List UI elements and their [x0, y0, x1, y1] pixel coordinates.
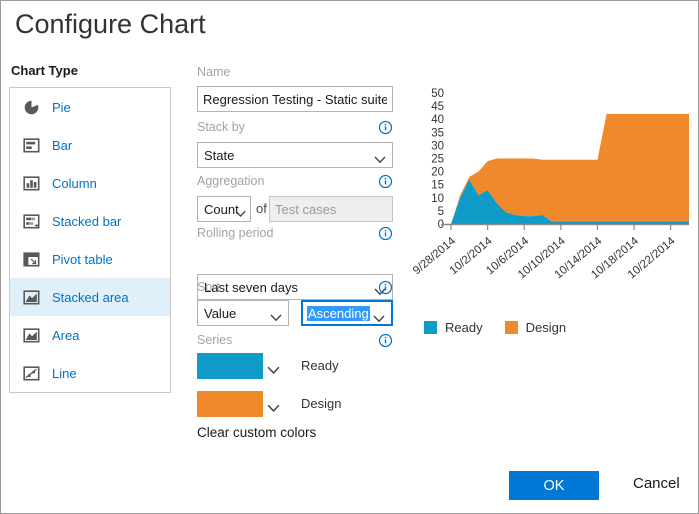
stack-by-label-row: Stack by [197, 120, 393, 136]
chart-preview: 051015202530354045509/28/201410/2/201410… [411, 88, 689, 281]
pivot-table-icon [23, 251, 40, 268]
chart-type-item-stacked-bar[interactable]: Stacked bar [10, 202, 170, 240]
stacked-area-icon [23, 289, 40, 306]
chart-type-item-stacked-area[interactable]: Stacked area [10, 278, 170, 316]
clear-custom-colors-link[interactable]: Clear custom colors [197, 425, 317, 440]
aggregation-label: Aggregation [197, 174, 265, 188]
aggregation-label-row: Aggregation [197, 174, 393, 190]
stack-by-select[interactable]: State [197, 142, 393, 168]
aggregation-select[interactable]: Count [197, 196, 251, 222]
chart-type-label: Pie [52, 99, 71, 115]
area-icon [23, 327, 40, 344]
sort-label-row: Sort [197, 280, 393, 296]
svg-text:35: 35 [431, 127, 444, 139]
pie-icon [23, 99, 40, 116]
series-name-label: Ready [301, 358, 339, 373]
sort-direction-select[interactable]: Ascending [301, 300, 393, 326]
series-label-row: Series [197, 333, 393, 349]
chevron-down-icon [374, 152, 386, 167]
dialog-title: Configure Chart [15, 9, 206, 39]
legend-item-ready: Ready [424, 320, 483, 335]
svg-text:45: 45 [431, 101, 444, 113]
legend-swatch-design [504, 321, 518, 334]
chart-type-item-pivot-table[interactable]: Pivot table [10, 240, 170, 278]
info-icon[interactable] [378, 120, 393, 135]
rolling-period-label-row: Rolling period [197, 226, 393, 242]
ok-button[interactable]: OK [509, 471, 599, 500]
name-label: Name [197, 65, 231, 79]
aggregation-value: Count [204, 201, 239, 217]
chevron-down-icon [270, 310, 282, 325]
chart-type-label: Stacked area [52, 289, 129, 305]
sort-field-select[interactable]: Value [197, 300, 289, 326]
name-input[interactable] [197, 86, 393, 112]
rolling-period-value: Last seven days [204, 279, 298, 295]
chevron-down-icon [374, 284, 386, 299]
svg-text:15: 15 [431, 180, 444, 192]
chevron-down-icon[interactable] [267, 362, 280, 380]
legend-label: Ready [445, 320, 483, 335]
stack-by-label: Stack by [197, 120, 245, 134]
chart-type-label: Pivot table [52, 251, 113, 267]
svg-text:25: 25 [431, 154, 444, 166]
svg-text:5: 5 [438, 206, 444, 218]
line-icon [23, 365, 40, 382]
svg-text:0: 0 [438, 219, 444, 231]
svg-text:20: 20 [431, 167, 444, 179]
series-color-swatch[interactable] [197, 391, 263, 417]
aggregation-field-input [269, 196, 393, 222]
info-icon[interactable] [378, 226, 393, 241]
info-icon[interactable] [378, 280, 393, 295]
legend-label: Design [525, 320, 567, 335]
chevron-down-icon [373, 311, 385, 326]
chart-type-item-bar[interactable]: Bar [10, 126, 170, 164]
info-icon[interactable] [378, 333, 393, 348]
rolling-period-select[interactable]: Last seven days [197, 274, 393, 300]
chart-type-label: Line [52, 365, 77, 381]
legend-item-design: Design [504, 320, 567, 335]
chart-type-item-pie[interactable]: Pie [10, 88, 170, 126]
info-icon[interactable] [378, 174, 393, 189]
chart-type-item-column[interactable]: Column [10, 164, 170, 202]
svg-text:10: 10 [431, 193, 444, 205]
legend-swatch-ready [424, 321, 437, 334]
chart-type-item-area[interactable]: Area [10, 316, 170, 354]
sort-label: Sort [197, 280, 220, 294]
svg-text:30: 30 [431, 140, 444, 152]
chevron-down-icon [235, 206, 246, 221]
column-icon [23, 175, 40, 192]
series-label: Series [197, 333, 233, 347]
series-color-swatch[interactable] [197, 353, 263, 379]
svg-text:40: 40 [431, 114, 444, 126]
chart-type-item-line[interactable]: Line [10, 354, 170, 392]
svg-text:50: 50 [431, 88, 444, 100]
series-row-ready: Ready [197, 353, 393, 381]
chart-legend: Ready Design [424, 320, 566, 335]
aggregation-of-label: of [256, 201, 267, 216]
chart-type-list: Pie Bar Column Stacked bar Pivot table S… [9, 87, 171, 393]
sort-field-value: Value [204, 305, 237, 321]
chart-type-label: Stacked bar [52, 213, 122, 229]
chart-type-label: Bar [52, 137, 73, 153]
rolling-period-label: Rolling period [197, 226, 274, 240]
stacked-bar-icon [23, 213, 40, 230]
cancel-button[interactable]: Cancel [627, 474, 686, 493]
chart-type-label: Column [52, 175, 97, 191]
chevron-down-icon[interactable] [267, 400, 280, 418]
series-name-label: Design [301, 396, 342, 411]
series-row-design: Design [197, 391, 393, 419]
stack-by-value: State [204, 147, 235, 163]
sort-direction-value: Ascending [307, 305, 370, 321]
chart-type-header: Chart Type [11, 63, 78, 78]
bar-icon [23, 137, 40, 154]
chart-type-label: Area [52, 327, 80, 343]
